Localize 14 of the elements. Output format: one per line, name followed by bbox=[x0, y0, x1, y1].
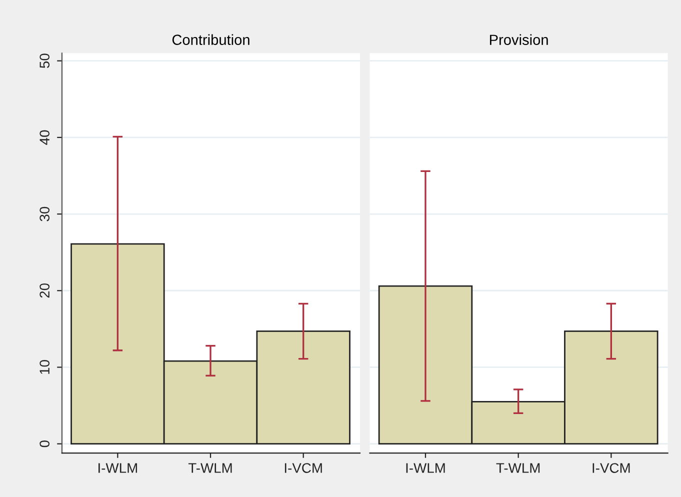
y-tick-label: 10 bbox=[40, 360, 50, 374]
y-tick-label: 50 bbox=[40, 54, 50, 68]
y-tick-label: 30 bbox=[40, 206, 50, 222]
x-tick-label: T-WLM bbox=[496, 463, 540, 473]
chart-title: Provision bbox=[490, 34, 548, 45]
chart-title: Contribution bbox=[172, 34, 250, 45]
x-tick-label: I-WLM bbox=[98, 463, 137, 473]
y-tick-label: 20 bbox=[40, 283, 50, 298]
x-tick-label: T-WLM bbox=[188, 463, 232, 473]
x-tick-label: I-WLM bbox=[406, 463, 445, 473]
y-tick-label: 0 bbox=[40, 440, 50, 448]
y-tick-label: 40 bbox=[40, 130, 50, 145]
x-tick-label: I-VCM bbox=[284, 463, 322, 473]
x-tick-label: I-VCM bbox=[592, 463, 630, 473]
